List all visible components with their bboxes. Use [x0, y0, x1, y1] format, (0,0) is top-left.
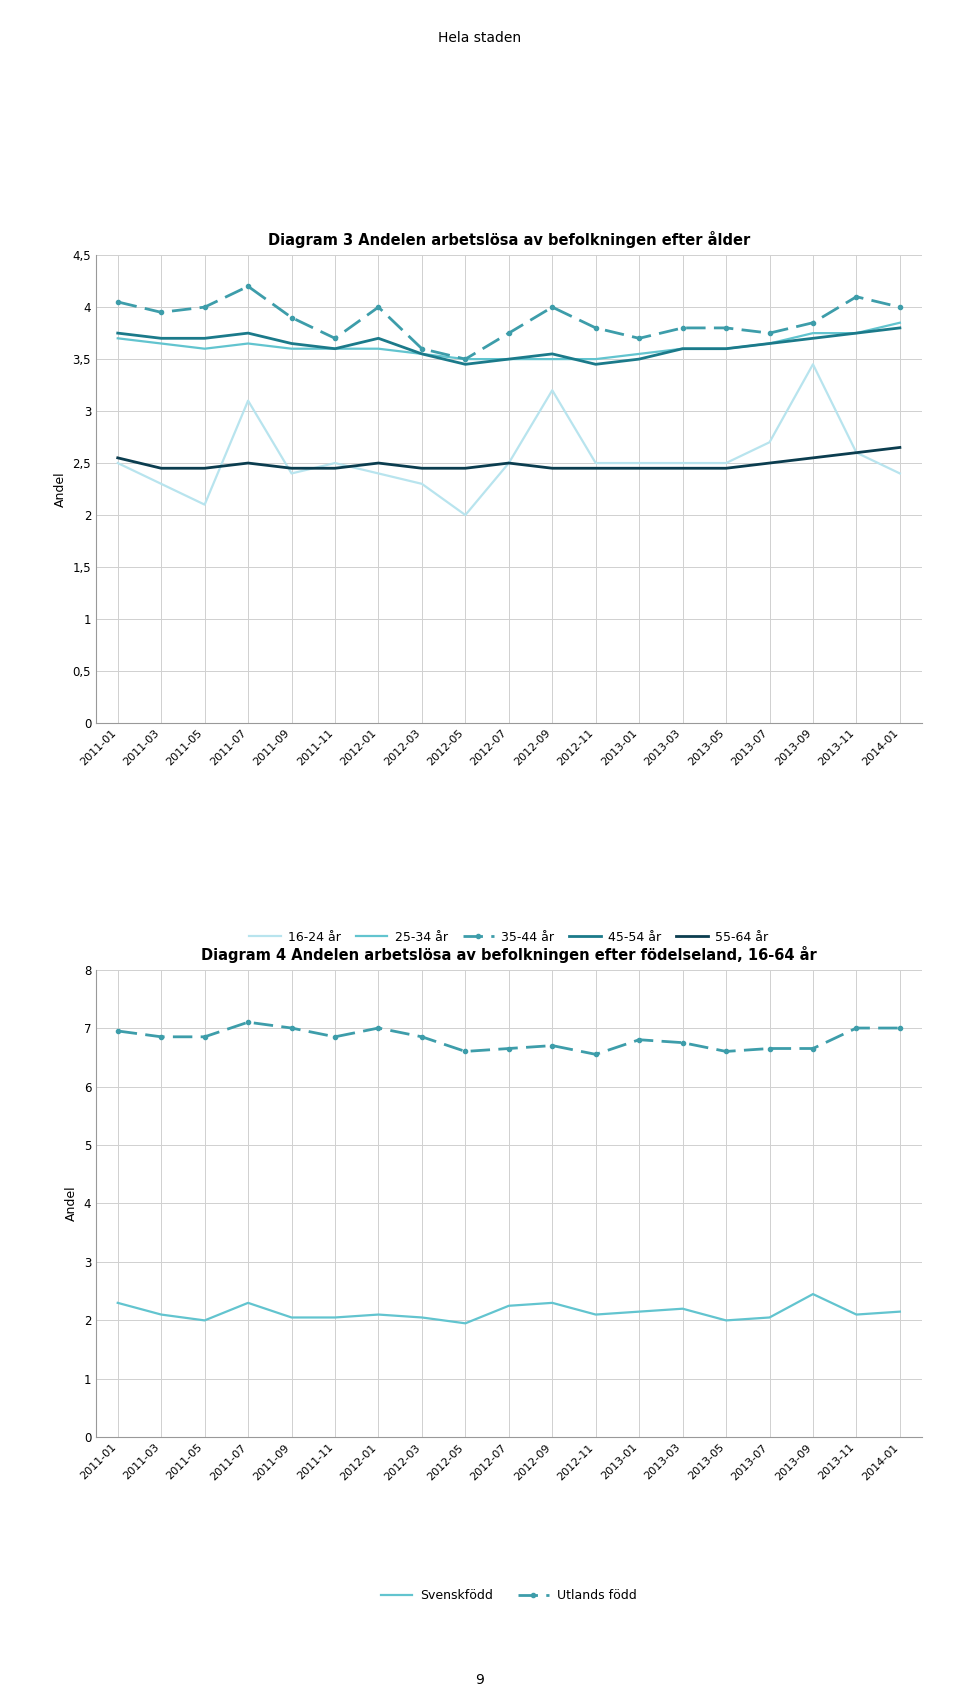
Text: Hela staden: Hela staden [439, 31, 521, 44]
Text: 9: 9 [475, 1674, 485, 1687]
Legend: 16-24 år, 25-34 år, 35-44 år, 45-54 år, 55-64 år: 16-24 år, 25-34 år, 35-44 år, 45-54 år, … [245, 925, 773, 949]
Title: Diagram 3 Andelen arbetslösa av befolkningen efter ålder: Diagram 3 Andelen arbetslösa av befolkni… [268, 231, 750, 248]
Y-axis label: Andel: Andel [65, 1186, 78, 1221]
Title: Diagram 4 Andelen arbetslösa av befolkningen efter födelseland, 16-64 år: Diagram 4 Andelen arbetslösa av befolkni… [201, 946, 817, 963]
Y-axis label: Andel: Andel [54, 471, 67, 507]
Legend: Svenskfödd, Utlands född: Svenskfödd, Utlands född [376, 1584, 641, 1607]
